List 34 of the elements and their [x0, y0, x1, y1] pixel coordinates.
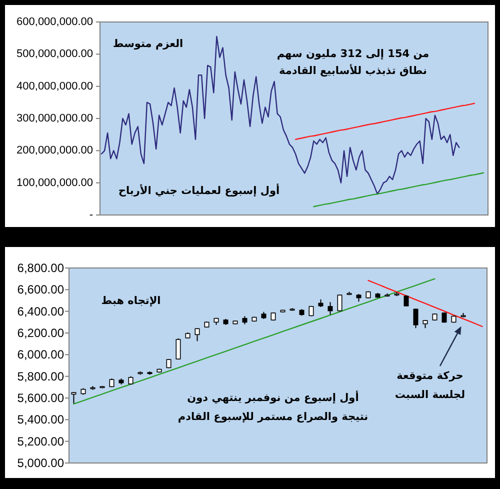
annotation: أول إسبوع من نوفمبر ينتهي دون نتيجة والصراع مستمر للإسبوع القادم: [178, 390, 368, 423]
line-series: [368, 280, 483, 328]
y-tick-label: 400,000,000.00: [16, 80, 93, 92]
y-tick-label: 5,800.00: [17, 369, 64, 384]
line-series: [100, 36, 460, 195]
candlestick: [194, 328, 200, 342]
annotation: أول إسبوع لعمليات جني الأرباح: [118, 183, 280, 197]
annotation: العزم متوسط: [112, 38, 184, 50]
candlestick: [176, 338, 181, 360]
candlestick: [413, 308, 418, 329]
y-tick-label: 6,000.00: [17, 348, 64, 362]
y-tick-label: 300,000,000.00: [16, 112, 93, 124]
annotation: الإتجاه هبط: [101, 295, 161, 307]
y-tick-label: 200,000,000.00: [16, 144, 93, 157]
y-tick-label: 5,600.00: [17, 391, 64, 405]
candlestick: [71, 392, 76, 404]
y-tick-label: 100,000,000.00: [16, 176, 93, 189]
y-tick-label: 500,000,000.00: [16, 48, 93, 60]
candlestick: [337, 294, 342, 312]
annotation: حركة متوقعة لجلسة السبت: [394, 370, 466, 401]
annotation: من 154 إلى 312 مليون سهم نطاق تذبذب للأسابيع القادمة: [276, 48, 430, 77]
candlestick: [328, 302, 333, 316]
line-series: [294, 102, 475, 140]
y-tick-label: -: [89, 209, 94, 221]
y-tick-label: 5,200.00: [17, 434, 64, 448]
y-tick-label: 6,600.00: [17, 282, 64, 297]
y-tick-label: 5,000.00: [17, 456, 64, 470]
y-tick-label: 6,800.00: [17, 261, 64, 275]
candlestick: [404, 294, 409, 307]
y-tick-label: 5,400.00: [17, 412, 64, 427]
line-series: [313, 172, 484, 208]
y-tick-label: 600,000,000.00: [16, 16, 93, 28]
y-tick-label: 6,400.00: [17, 304, 64, 318]
y-tick-label: 6,200.00: [17, 326, 64, 340]
